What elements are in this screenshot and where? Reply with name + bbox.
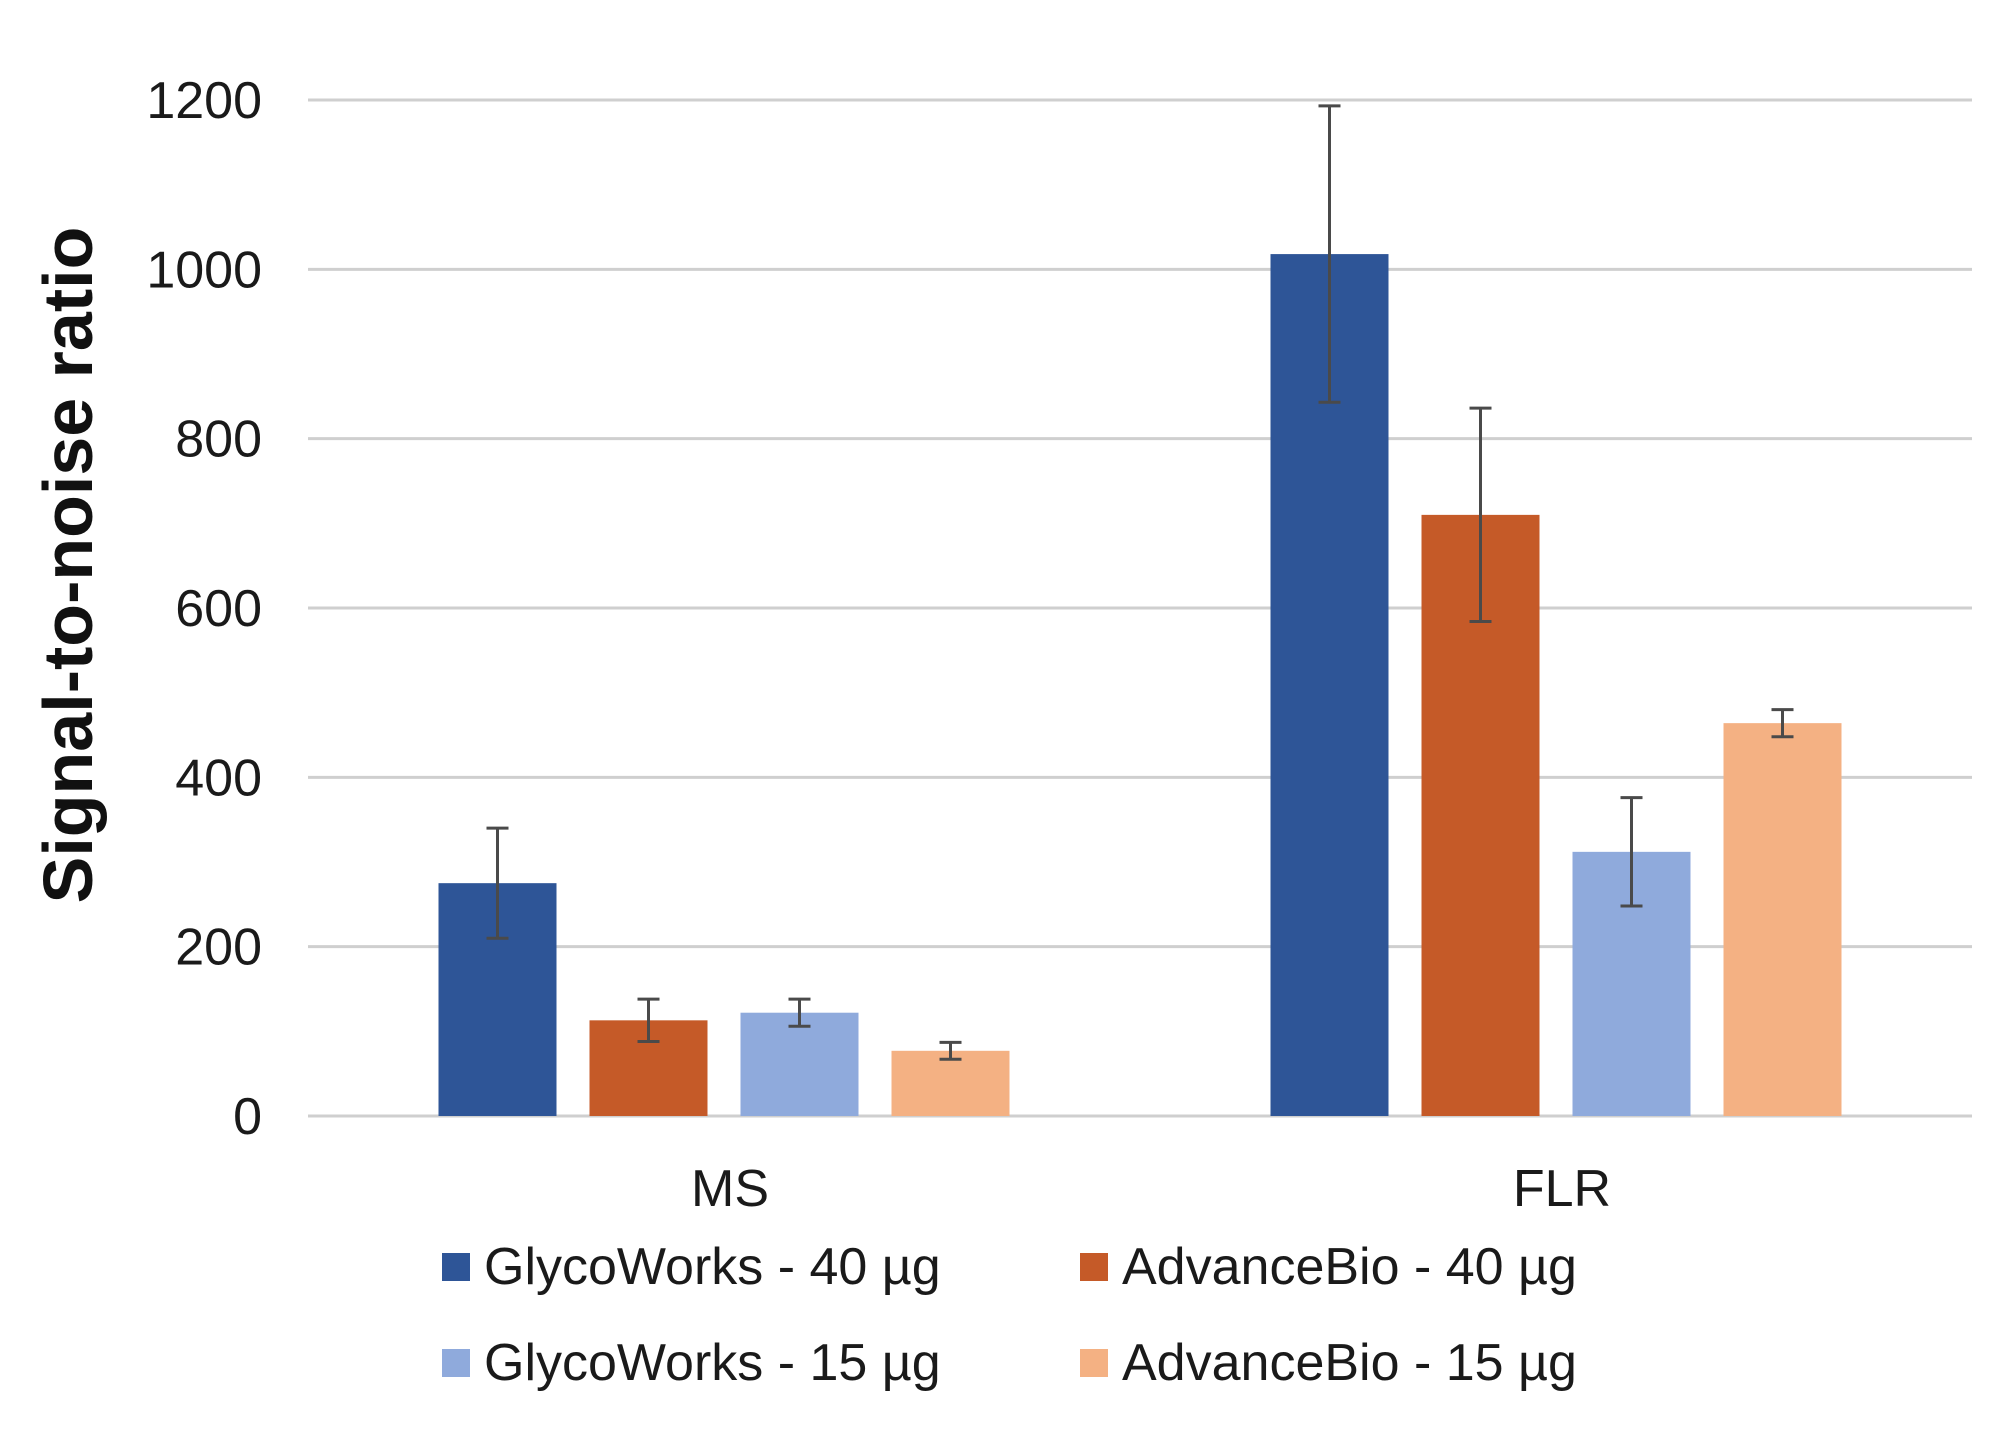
x-axis-categories: MS FLR <box>691 1160 1611 1218</box>
y-axis-ticks: 0 200 400 600 800 1000 1200 <box>146 72 262 1146</box>
y-tick-label: 400 <box>175 749 262 807</box>
legend-label: GlycoWorks - 15 µg <box>484 1334 941 1392</box>
legend-swatch <box>442 1349 470 1377</box>
error-bars <box>486 104 1794 1061</box>
bar-ms-series-3 <box>891 1050 1010 1116</box>
y-tick-label: 1200 <box>146 72 262 130</box>
y-tick-label: 0 <box>233 1088 262 1146</box>
bar-ms-series-2 <box>740 1012 859 1116</box>
bars <box>438 254 1842 1117</box>
y-tick-label: 600 <box>175 580 262 638</box>
error-bar-ms-series-0 <box>486 826 509 940</box>
error-bar-flr-series-3 <box>1771 708 1794 739</box>
error-bar-flr-series-1 <box>1469 406 1492 624</box>
legend-swatch <box>1080 1349 1108 1377</box>
legend-item-2: GlycoWorks - 15 µg <box>442 1334 941 1392</box>
legend-label: GlycoWorks - 40 µg <box>484 1238 941 1296</box>
legend-item-1: AdvanceBio - 40 µg <box>1080 1238 1577 1296</box>
error-bar-ms-series-2 <box>788 997 811 1028</box>
y-tick-label: 200 <box>175 919 262 977</box>
legend-label: AdvanceBio - 40 µg <box>1122 1238 1577 1296</box>
y-axis-title: Signal-to-noise ratio <box>29 227 107 904</box>
category-label-ms: MS <box>691 1160 769 1218</box>
error-bar-flr-series-2 <box>1620 796 1643 908</box>
legend-label: AdvanceBio - 15 µg <box>1122 1334 1577 1392</box>
error-bar-ms-series-1 <box>637 997 660 1043</box>
legend-swatch <box>442 1253 470 1281</box>
legend-item-0: GlycoWorks - 40 µg <box>442 1238 941 1296</box>
legend-swatch <box>1080 1253 1108 1281</box>
error-bar-ms-series-3 <box>939 1040 962 1061</box>
error-bar-flr-series-0 <box>1318 104 1341 404</box>
legend-item-3: AdvanceBio - 15 µg <box>1080 1334 1577 1392</box>
y-tick-label: 1000 <box>146 241 262 299</box>
category-label-flr: FLR <box>1513 1160 1611 1218</box>
gridlines <box>308 98 1972 1118</box>
y-tick-label: 800 <box>175 411 262 469</box>
bar-flr-series-3 <box>1723 723 1842 1116</box>
legend: GlycoWorks - 40 µg AdvanceBio - 40 µg Glyc… <box>442 1238 1577 1392</box>
